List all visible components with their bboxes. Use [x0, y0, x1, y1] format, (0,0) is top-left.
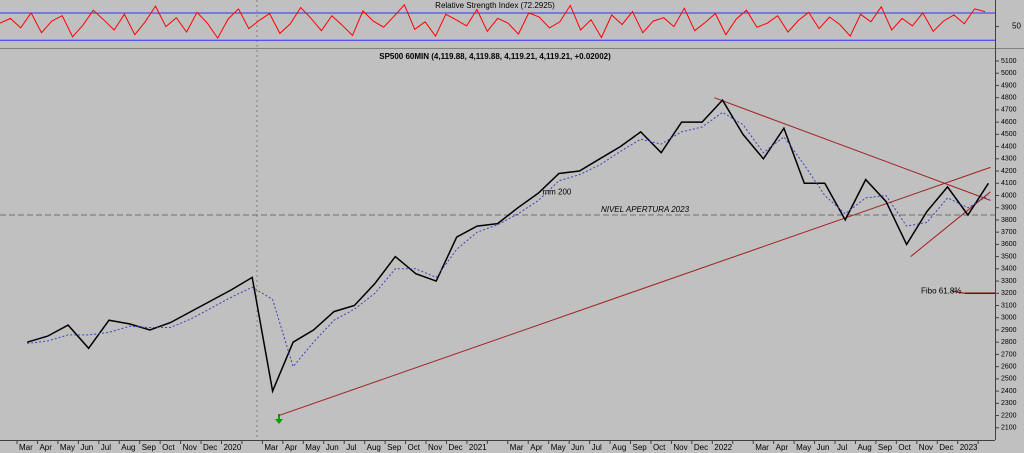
- x-tick-label: Sep: [387, 443, 402, 452]
- x-tick-label: Dec: [448, 443, 462, 452]
- x-tick-label: Mar: [510, 443, 524, 452]
- series-label: mm 200: [542, 187, 571, 196]
- y-tick-label: 4700: [1001, 107, 1017, 114]
- x-tick-label: Jul: [346, 443, 356, 452]
- x-tick-label: Dec: [694, 443, 708, 452]
- y-tick-label: 4600: [1001, 119, 1017, 126]
- x-tick-label: Jul: [837, 443, 847, 452]
- fibo-label: Fibo 61.8%: [921, 286, 961, 295]
- y-tick-label: 3500: [1001, 253, 1017, 260]
- x-tick-label: Oct: [653, 443, 666, 452]
- fibo-connector: [951, 290, 966, 294]
- y-tick-label: 2300: [1001, 400, 1017, 407]
- x-tick-label: Aug: [367, 443, 381, 452]
- y-tick-label: 50: [1012, 22, 1021, 31]
- x-tick-label: Sep: [633, 443, 648, 452]
- x-tick-label: Mar: [755, 443, 769, 452]
- y-tick-label: 2400: [1001, 388, 1017, 395]
- x-tick-label: Aug: [612, 443, 626, 452]
- x-tick-label: Apr: [530, 443, 543, 452]
- y-tick-label: 4800: [1001, 95, 1017, 102]
- x-tick-label: May: [551, 443, 566, 452]
- y-tick-label: 3700: [1001, 229, 1017, 236]
- x-tick-label: Dec: [203, 443, 217, 452]
- y-tick-label: 5000: [1001, 70, 1017, 77]
- x-tick-label: Nov: [673, 443, 687, 452]
- x-tick-label: Aug: [121, 443, 135, 452]
- x-tick-label: Jun: [817, 443, 830, 452]
- y-tick-label: 3100: [1001, 302, 1017, 309]
- x-tick-label: May: [305, 443, 320, 452]
- y-tick-label: 2100: [1001, 425, 1017, 432]
- x-tick-label: Jun: [571, 443, 584, 452]
- x-tick-label: Oct: [162, 443, 175, 452]
- trendline: [714, 97, 991, 201]
- y-tick-label: 4200: [1001, 168, 1017, 175]
- x-tick-label: 2021: [469, 443, 487, 452]
- y-tick-label: 2700: [1001, 351, 1017, 358]
- line: [0, 3, 986, 40]
- x-tick-label: 2022: [714, 443, 732, 452]
- y-tick-label: 2200: [1001, 412, 1017, 419]
- y-tick-label: 3300: [1001, 278, 1017, 285]
- x-tick-label: May: [796, 443, 811, 452]
- y-tick-label: 5100: [1001, 58, 1017, 65]
- trendline: [278, 166, 991, 417]
- rsi-title: Relative Strength Index (72.2925): [435, 1, 555, 10]
- y-tick-label: 2800: [1001, 339, 1017, 346]
- x-tick-label: Apr: [776, 443, 789, 452]
- open-level-label: NIVEL APERTURA 2023: [601, 205, 690, 214]
- x-tick-label: Nov: [428, 443, 442, 452]
- y-tick-label: 2600: [1001, 363, 1017, 370]
- x-tick-label: Sep: [142, 443, 157, 452]
- x-tick-label: Nov: [919, 443, 933, 452]
- x-tick-label: Jul: [101, 443, 111, 452]
- y-tick-label: 3400: [1001, 266, 1017, 273]
- x-tick-label: Dec: [939, 443, 953, 452]
- y-tick-label: 4100: [1001, 180, 1017, 187]
- trendline: [910, 191, 991, 258]
- x-tick-label: Sep: [878, 443, 893, 452]
- x-tick-label: Oct: [898, 443, 911, 452]
- y-tick-label: 4400: [1001, 143, 1017, 150]
- x-tick-label: Nov: [183, 443, 197, 452]
- y-tick-label: 2500: [1001, 376, 1017, 383]
- x-tick-label: May: [60, 443, 75, 452]
- x-tick-label: Aug: [857, 443, 871, 452]
- x-tick-label: 2023: [960, 443, 978, 452]
- y-tick-label: 4000: [1001, 192, 1017, 199]
- y-tick-label: 3800: [1001, 217, 1017, 224]
- x-tick-label: Jun: [80, 443, 93, 452]
- x-tick-label: Jun: [326, 443, 339, 452]
- y-tick-label: 3200: [1001, 290, 1017, 297]
- y-tick-label: 4300: [1001, 156, 1017, 163]
- y-tick-label: 3000: [1001, 315, 1017, 322]
- y-tick-label: 2900: [1001, 327, 1017, 334]
- x-tick-label: Mar: [19, 443, 33, 452]
- y-tick-label: 4900: [1001, 82, 1017, 89]
- y-tick-label: 3900: [1001, 205, 1017, 212]
- line: [26, 98, 990, 394]
- x-tick-label: Jul: [592, 443, 602, 452]
- chart-title: SP500 60MIN (4,119.88, 4,119.88, 4,119.2…: [379, 52, 611, 61]
- y-tick-label: 3600: [1001, 241, 1017, 248]
- x-tick-label: Apr: [39, 443, 52, 452]
- buy-arrow: [275, 414, 283, 424]
- y-tick-label: 4500: [1001, 131, 1017, 138]
- x-tick-label: 2020: [224, 443, 242, 452]
- x-tick-label: Oct: [408, 443, 421, 452]
- x-tick-label: Apr: [285, 443, 298, 452]
- x-tick-label: Mar: [264, 443, 278, 452]
